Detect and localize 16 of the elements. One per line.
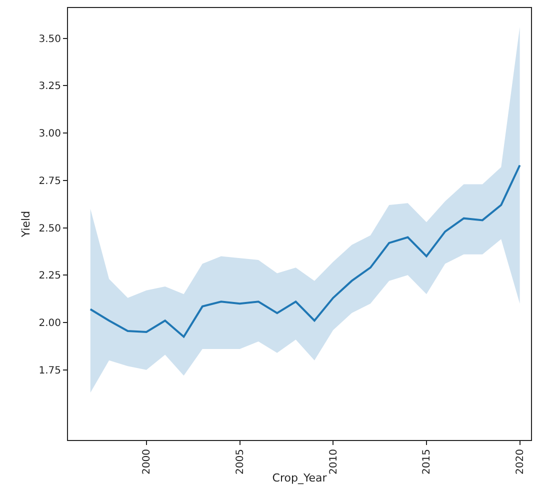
x-tick-label: 2015: [422, 449, 433, 474]
y-axis-title: Yield: [19, 210, 32, 238]
x-axis-title: Crop_Year: [272, 472, 328, 485]
y-tick-label: 2.00: [38, 318, 61, 330]
y-tick-label: 3.00: [38, 128, 61, 140]
x-tick-label: 2020: [515, 449, 526, 474]
y-tick-label: 2.50: [38, 223, 61, 234]
y-tick-label: 3.50: [38, 34, 61, 45]
line-series: [89, 164, 521, 338]
y-tick-label: 1.75: [38, 365, 61, 376]
x-tick-label: 2000: [142, 449, 153, 474]
y-tick-label: 3.25: [38, 81, 61, 92]
y-tick-label: 2.75: [38, 176, 61, 187]
y-tick-label: 2.25: [38, 270, 61, 282]
x-tick-label: 2005: [235, 449, 246, 474]
x-tick-label: 2010: [328, 449, 340, 474]
